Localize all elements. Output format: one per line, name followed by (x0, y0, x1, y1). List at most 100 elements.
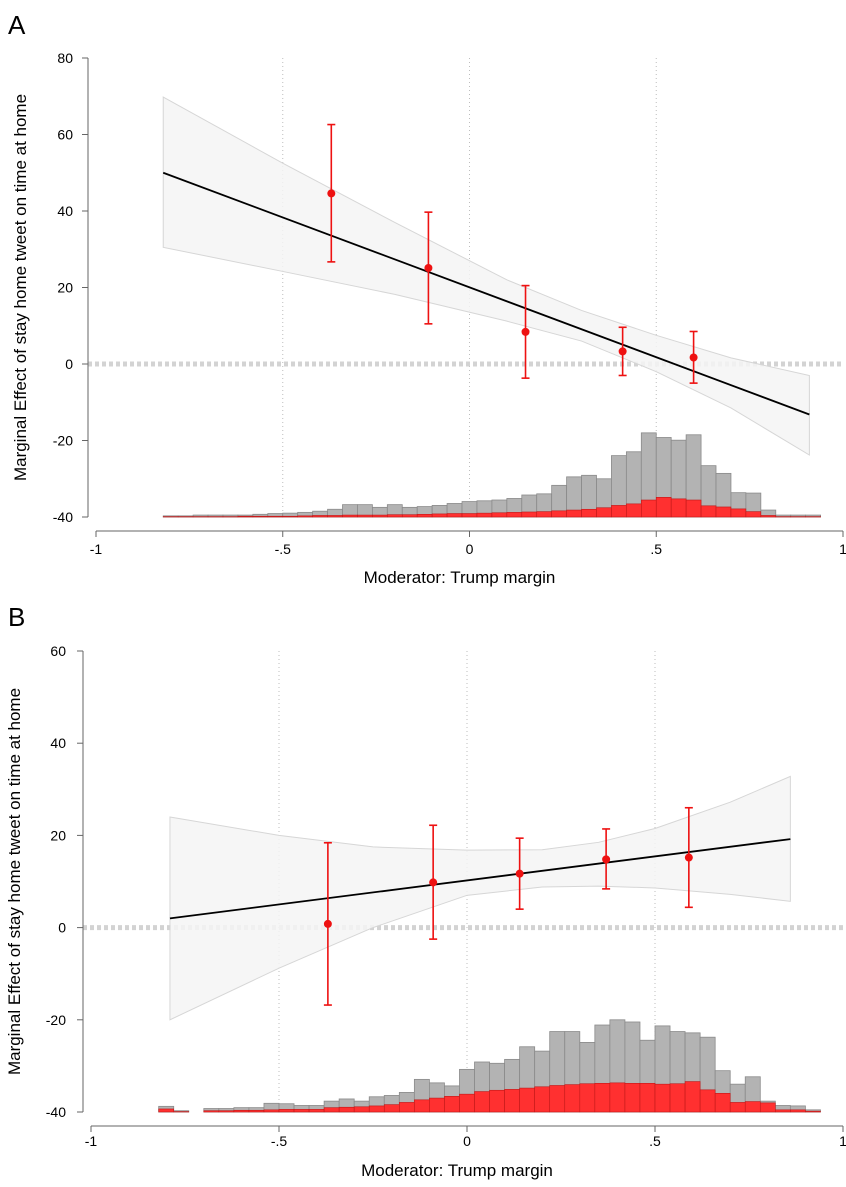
histogram-bar-treated (416, 513, 433, 518)
histogram-bar-treated (308, 1109, 325, 1113)
y-tick-label: -40 (53, 509, 73, 525)
y-tick-label: -40 (46, 1104, 66, 1120)
y-tick-label: 0 (65, 356, 73, 372)
x-tick-label: 0 (466, 541, 474, 557)
point-estimate (323, 919, 332, 928)
histogram-bar-treated (534, 1086, 551, 1113)
x-tick-label: 1 (839, 1133, 846, 1149)
histogram-bar-treated (237, 515, 254, 518)
point-estimate (684, 853, 693, 862)
y-tick-label: -20 (53, 433, 73, 449)
bin-estimate (424, 211, 433, 325)
bin-estimate (689, 330, 698, 384)
histogram-bar-treated (551, 510, 567, 518)
histogram-bar-treated (655, 497, 672, 518)
histogram-bar-treated (338, 1106, 355, 1113)
bin-estimate (521, 284, 530, 379)
histogram-bar-treated (252, 515, 269, 518)
histogram-bar-treated (549, 1085, 566, 1113)
y-tick-label: 20 (50, 827, 66, 843)
histogram-bar-treated (476, 512, 493, 518)
histogram-bar-treated (594, 1082, 611, 1113)
histogram-bar-treated (759, 1102, 776, 1113)
histogram-bar-treated (461, 513, 478, 518)
x-tick-label: 1 (839, 541, 846, 557)
y-tick-label: 80 (57, 50, 73, 66)
point-estimate (689, 353, 698, 362)
point-estimate (429, 878, 438, 887)
histogram-bar-treated (293, 1109, 310, 1113)
histogram-bar-treated (639, 1082, 656, 1113)
histogram-bar-treated (790, 1109, 806, 1113)
point-estimate (602, 855, 611, 864)
panel-b: -40 -20 0 20 40 60 -1 -.5 0 .5 1 Moderator: Trump m… (5, 602, 846, 1180)
y-axis-label: Marginal Effect of stay home tweet on ti… (5, 688, 24, 1075)
histogram-bar-treated (342, 514, 358, 518)
histogram-bar-treated (700, 505, 717, 518)
x-axis-label: Moderator: Trump margin (364, 568, 556, 587)
histogram-bar-treated (414, 1099, 430, 1113)
x-tick-label: .5 (650, 541, 662, 557)
point-estimate (521, 327, 530, 336)
y-tick-label: 60 (50, 643, 66, 659)
histogram-bar-treated (609, 1082, 626, 1113)
histogram-bar-treated (504, 1089, 520, 1113)
x-tick-label: -1 (90, 541, 103, 557)
histogram-bar-treated (596, 507, 612, 518)
histogram-bar-treated (282, 515, 298, 518)
panel-label: B (8, 602, 25, 632)
y-tick-label: 0 (58, 920, 66, 936)
y-tick-label: 40 (50, 735, 66, 751)
point-estimate (424, 263, 433, 272)
x-tick-label: 0 (463, 1133, 471, 1149)
histogram-bar-treated (446, 513, 463, 518)
histogram-bar-treated (263, 1109, 280, 1113)
histogram-bar-treated (730, 508, 747, 518)
histogram-bar-treated (312, 515, 328, 518)
panel-label: A (8, 10, 26, 40)
histogram-bar-treated (519, 1087, 535, 1113)
histogram-bar-treated (323, 1107, 340, 1113)
marginal-effect-line (162, 171, 810, 416)
histogram-bar-treated (327, 515, 343, 518)
histogram-bar-treated (353, 1106, 370, 1113)
histogram-bar-treated (383, 1104, 400, 1113)
point-estimate (327, 189, 336, 198)
histogram-bar-treated (444, 1096, 460, 1113)
histogram-bar-treated (218, 1110, 235, 1113)
histogram-bar-treated (581, 508, 597, 518)
histogram-bar-treated (715, 506, 732, 518)
panel-a: -40 -20 0 20 40 60 80 -1 -.5 0 .5 1 Moderator: Trump… (8, 10, 846, 587)
bin-estimate (684, 806, 693, 909)
histogram-bar-treated (203, 1110, 220, 1113)
confidence-band (169, 775, 791, 1021)
histogram-bar-treated (387, 514, 403, 518)
histogram-bar-treated (297, 515, 313, 518)
histogram-bar-treated (158, 1108, 175, 1113)
marginal-effect-line (169, 838, 791, 920)
histogram-bar-treated (641, 499, 657, 518)
histogram-bar-treated (521, 511, 538, 518)
bin-estimate (429, 824, 438, 940)
histogram-bar-treated (267, 515, 284, 518)
x-tick-label: -.5 (271, 1133, 288, 1149)
x-tick-label: -.5 (275, 541, 292, 557)
bin-estimate (515, 837, 524, 910)
y-tick-label: 40 (57, 203, 73, 219)
histogram-bar-treated (729, 1102, 746, 1113)
bin-estimate (602, 828, 611, 890)
bin-estimate (618, 326, 627, 377)
histogram-bar-treated (368, 1105, 385, 1113)
histogram-bar-treated (399, 1102, 415, 1113)
bin-estimate (327, 123, 336, 263)
histogram-bar-treated (611, 505, 627, 518)
point-estimate (618, 347, 627, 356)
histogram (158, 1019, 821, 1113)
histogram-bar-treated (233, 1109, 250, 1113)
histogram-bar-treated (775, 1109, 791, 1113)
histogram-bar-treated (805, 1110, 821, 1113)
histogram-bar-treated (248, 1109, 265, 1113)
histogram-bar-treated (489, 1089, 505, 1113)
